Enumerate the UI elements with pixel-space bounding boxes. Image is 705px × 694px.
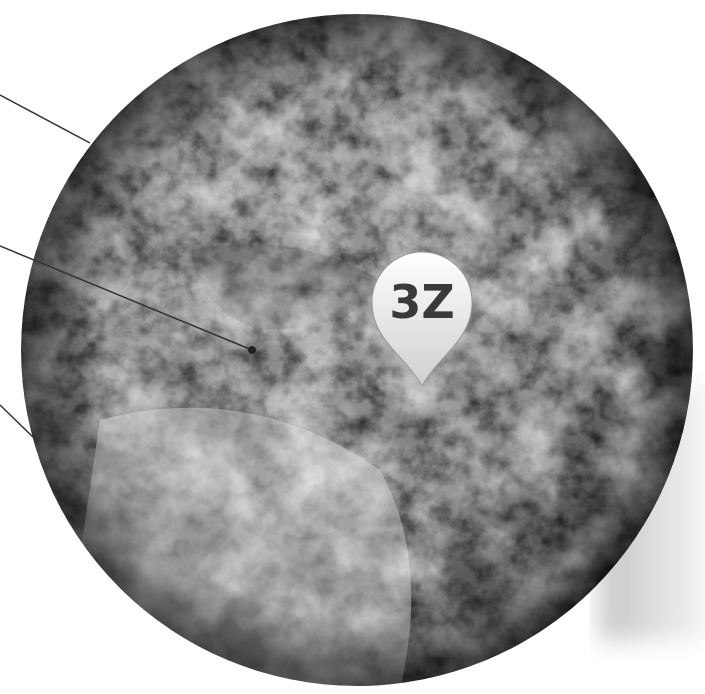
leader-line xyxy=(0,245,253,351)
pin-label: 3Z xyxy=(389,275,454,329)
leader-dot xyxy=(248,346,256,354)
leader-line xyxy=(0,404,37,441)
leader-line xyxy=(0,94,91,144)
globe xyxy=(21,14,693,686)
map-pin: 3Z xyxy=(371,251,473,388)
